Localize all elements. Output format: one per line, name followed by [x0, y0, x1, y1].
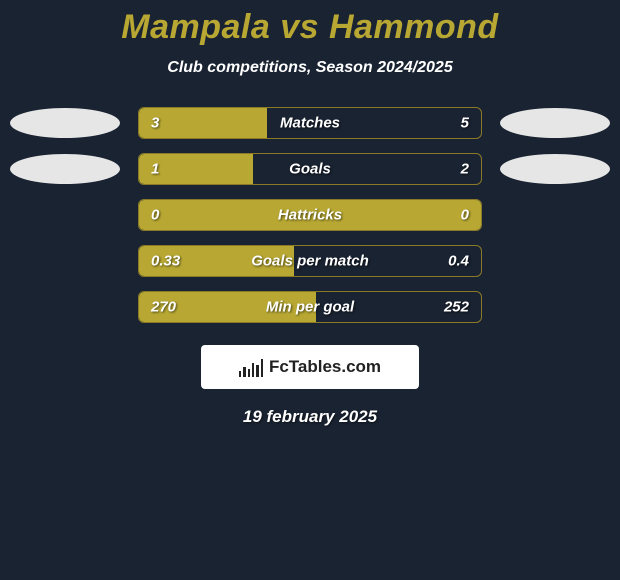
stat-label: Matches: [280, 115, 340, 132]
logo-chart-icon: [239, 357, 263, 377]
logo-bar-icon: [239, 371, 241, 377]
player-right-marker: [500, 154, 610, 184]
stat-row: 0.33 Goals per match 0.4: [0, 245, 620, 277]
page-title: Mampala vs Hammond: [0, 8, 620, 47]
stat-label: Min per goal: [266, 299, 354, 316]
player-left-marker: [10, 154, 120, 184]
stat-label: Hattricks: [278, 207, 342, 224]
logo-text: FcTables.com: [269, 357, 381, 377]
player-right-marker: [500, 108, 610, 138]
logo-bar-icon: [256, 365, 258, 377]
stat-bar: 0.33 Goals per match 0.4: [138, 245, 482, 277]
logo-bar-icon: [252, 363, 254, 377]
stat-row: 270 Min per goal 252: [0, 291, 620, 323]
stat-row: 0 Hattricks 0: [0, 199, 620, 231]
stat-label: Goals per match: [251, 253, 369, 270]
stat-right-value: 2: [461, 161, 469, 178]
stat-left-value: 0.33: [151, 253, 180, 270]
comparison-widget: Mampala vs Hammond Club competitions, Se…: [0, 0, 620, 427]
stat-left-value: 1: [151, 161, 159, 178]
stat-row: 3 Matches 5: [0, 107, 620, 139]
stat-right-value: 5: [461, 115, 469, 132]
stat-right-value: 252: [444, 299, 469, 316]
stat-bar: 3 Matches 5: [138, 107, 482, 139]
logo: FcTables.com: [239, 357, 381, 377]
stat-bar: 270 Min per goal 252: [138, 291, 482, 323]
logo-box[interactable]: FcTables.com: [201, 345, 419, 389]
stat-right-value: 0: [461, 207, 469, 224]
player-left-marker: [10, 108, 120, 138]
logo-bar-icon: [261, 359, 263, 377]
date-label: 19 february 2025: [0, 407, 620, 427]
stat-right-value: 0.4: [448, 253, 469, 270]
logo-bar-icon: [243, 367, 245, 377]
stat-label: Goals: [289, 161, 331, 178]
stat-left-value: 3: [151, 115, 159, 132]
stat-row: 1 Goals 2: [0, 153, 620, 185]
stat-bar: 0 Hattricks 0: [138, 199, 482, 231]
stat-bar: 1 Goals 2: [138, 153, 482, 185]
subtitle: Club competitions, Season 2024/2025: [0, 59, 620, 77]
stat-left-value: 0: [151, 207, 159, 224]
stats-list: 3 Matches 5 1 Goals 2 0 Hattricks 0 0.33 Goals per…: [0, 107, 620, 323]
logo-bar-icon: [248, 369, 250, 377]
stat-left-value: 270: [151, 299, 176, 316]
